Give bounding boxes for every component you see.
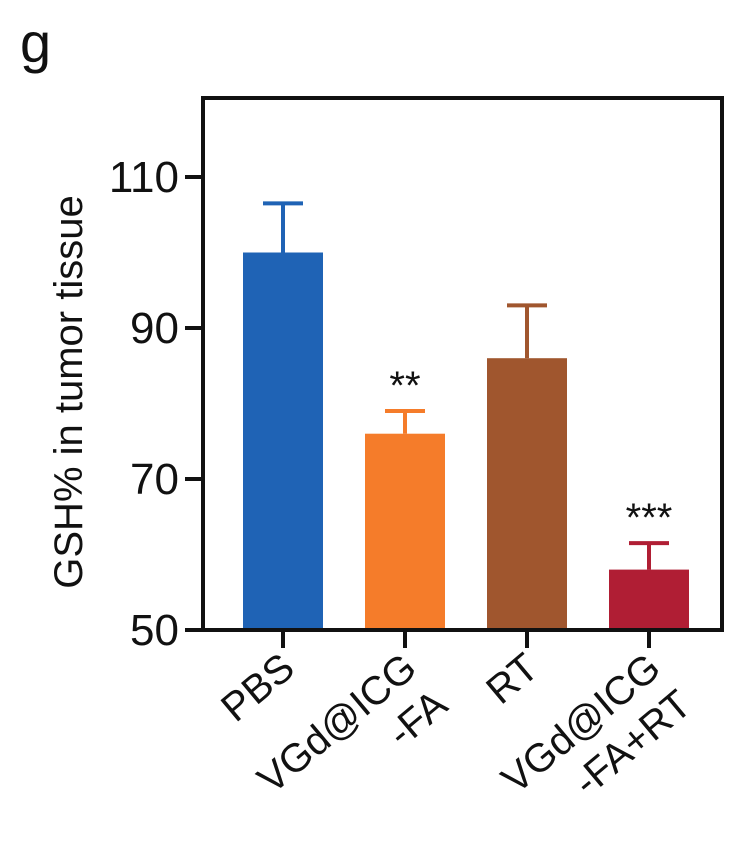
y-axis-label: GSH% in tumor tissue	[47, 195, 91, 588]
y-tick-label: 90	[130, 304, 179, 353]
error-bars-layer	[263, 201, 669, 570]
significance-layer: *****	[389, 364, 672, 540]
bars-layer	[243, 252, 689, 630]
significance-label: **	[389, 364, 420, 408]
significance-label: ***	[626, 496, 673, 540]
plot-frame	[201, 96, 724, 632]
y-tick-label: 70	[130, 455, 179, 504]
panel-letter: g	[20, 11, 51, 74]
x-tick-label: RT	[478, 645, 547, 713]
y-ticks-layer: 50 70 90 110	[109, 153, 203, 655]
x-tick-label-line: PBS	[213, 645, 303, 730]
axes-layer	[201, 96, 724, 648]
bar	[243, 252, 323, 630]
bar	[609, 569, 689, 630]
y-tick-label: 110	[109, 153, 179, 202]
bar	[487, 358, 567, 630]
bar	[365, 433, 445, 630]
x-tick-label-line: RT	[478, 645, 547, 713]
x-tick-label: PBS	[213, 645, 303, 730]
y-tick-label: 50	[130, 606, 179, 655]
